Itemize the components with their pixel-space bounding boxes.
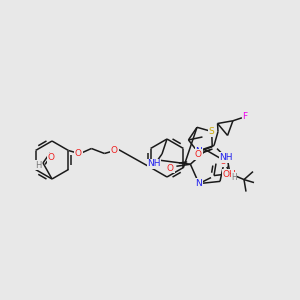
- Text: H: H: [231, 173, 237, 182]
- Text: S: S: [209, 127, 214, 136]
- Text: O: O: [167, 164, 174, 173]
- Text: O: O: [75, 149, 82, 158]
- Text: OH: OH: [223, 170, 236, 179]
- Text: O: O: [111, 146, 118, 155]
- Text: O: O: [47, 154, 55, 163]
- Text: N: N: [196, 148, 202, 157]
- Text: F: F: [242, 112, 247, 121]
- Text: O: O: [194, 150, 202, 159]
- Text: H: H: [35, 160, 41, 169]
- Text: NH: NH: [147, 160, 161, 169]
- Text: NH: NH: [219, 153, 233, 162]
- Text: O: O: [220, 157, 226, 166]
- Text: N: N: [196, 179, 202, 188]
